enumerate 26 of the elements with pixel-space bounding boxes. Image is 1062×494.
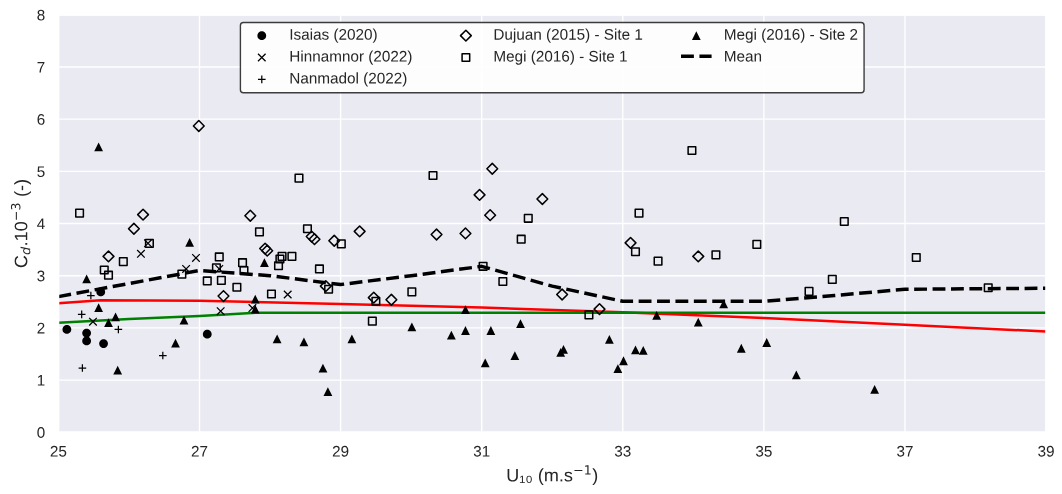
y-tick-label: 0 — [37, 427, 45, 438]
x-tick-label: 33 — [614, 445, 631, 457]
y-axis-title: C$_{d}$.10$^{−3}$ (-) — [10, 180, 31, 268]
x-axis-title: U₁₀ (m.s$^{−1}$) — [507, 465, 598, 486]
y-tick-label: 5 — [37, 166, 45, 178]
y-tick-label: 3 — [37, 270, 45, 282]
y-tick-label: 7 — [37, 62, 45, 73]
legend-label: Nanmadol (2022) — [290, 72, 407, 87]
y-tick-label: 6 — [37, 114, 45, 125]
y-tick-label: 4 — [37, 218, 45, 230]
legend-label: Hinnamnor (2022) — [290, 50, 412, 65]
legend-label: Isaias (2020) — [290, 28, 377, 43]
x-tick-label: 35 — [755, 445, 772, 457]
y-tick-label: 8 — [37, 9, 45, 21]
legend-label: Mean — [725, 51, 762, 62]
y-tick-label: 2 — [37, 322, 45, 334]
y-tick-label: 1 — [37, 375, 45, 386]
legend-label: Megi (2016) - Site 1 — [494, 50, 627, 65]
x-tick-label: 39 — [1038, 445, 1054, 457]
x-tick-label: 31 — [473, 445, 490, 457]
legend-label: Megi (2016) - Site 2 — [725, 28, 858, 43]
legend-label: Dujuan (2015) - Site 1 — [494, 28, 643, 43]
x-tick-label: 29 — [332, 445, 349, 457]
x-tick-label: 27 — [191, 445, 208, 457]
x-tick-label: 37 — [897, 445, 913, 457]
x-tick-label: 25 — [50, 445, 67, 457]
